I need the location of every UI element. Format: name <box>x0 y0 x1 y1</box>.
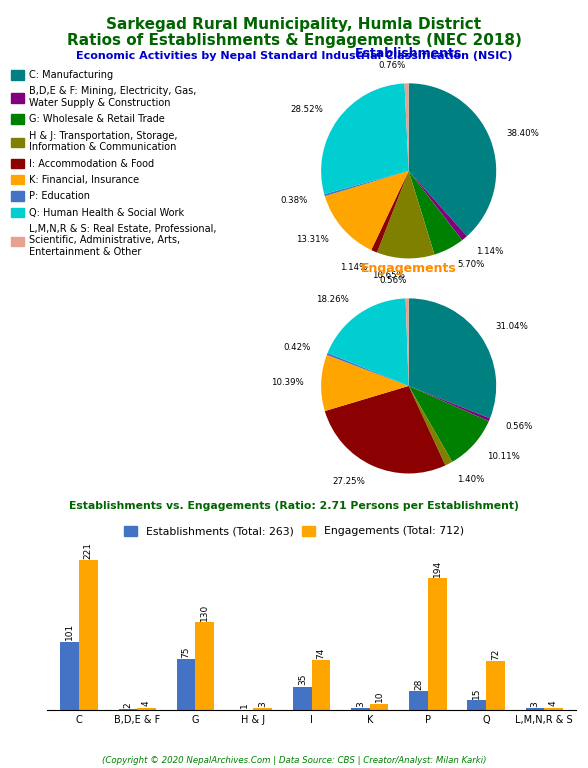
Wedge shape <box>406 299 409 386</box>
Wedge shape <box>409 386 489 462</box>
Text: 1.40%: 1.40% <box>457 475 485 484</box>
Bar <box>486 661 505 710</box>
Title: Establishments: Establishments <box>355 48 462 60</box>
Text: Economic Activities by Nepal Standard Industrial Classification (NSIC): Economic Activities by Nepal Standard In… <box>76 51 512 61</box>
Text: 13.31%: 13.31% <box>296 235 329 244</box>
Wedge shape <box>325 171 409 250</box>
Wedge shape <box>409 386 490 421</box>
Bar <box>137 707 156 710</box>
Text: 0.56%: 0.56% <box>379 276 407 286</box>
Wedge shape <box>409 299 496 419</box>
Text: 10.39%: 10.39% <box>271 378 303 387</box>
Bar <box>526 708 544 710</box>
Text: 1.14%: 1.14% <box>340 263 367 272</box>
Wedge shape <box>327 353 409 386</box>
Wedge shape <box>409 84 496 237</box>
Text: 2: 2 <box>123 702 132 707</box>
Text: 0.38%: 0.38% <box>280 196 308 204</box>
Wedge shape <box>377 171 435 258</box>
Bar <box>370 703 389 710</box>
Text: 0.56%: 0.56% <box>506 422 533 431</box>
Text: 0.76%: 0.76% <box>379 61 406 71</box>
Text: 0.42%: 0.42% <box>283 343 311 352</box>
Text: 194: 194 <box>433 560 442 577</box>
Text: 15: 15 <box>472 687 482 699</box>
Bar <box>428 578 446 710</box>
Wedge shape <box>325 386 445 474</box>
Text: 221: 221 <box>84 541 93 558</box>
Legend: C: Manufacturing, B,D,E & F: Mining, Electricity, Gas,
Water Supply & Constructi: C: Manufacturing, B,D,E & F: Mining, Ele… <box>11 70 217 257</box>
Text: 1: 1 <box>240 703 249 708</box>
Wedge shape <box>324 171 409 196</box>
Wedge shape <box>371 171 409 253</box>
Text: 10.11%: 10.11% <box>487 452 520 461</box>
Text: 1.14%: 1.14% <box>476 247 503 257</box>
Text: 18.26%: 18.26% <box>316 295 349 304</box>
Text: 4: 4 <box>142 700 151 707</box>
Text: Sarkegad Rural Municipality, Humla District: Sarkegad Rural Municipality, Humla Distr… <box>106 17 482 32</box>
Wedge shape <box>405 84 409 171</box>
Bar <box>177 659 195 710</box>
Text: 3: 3 <box>258 701 268 707</box>
Bar <box>79 560 98 710</box>
Text: 28.52%: 28.52% <box>290 104 323 114</box>
Text: 101: 101 <box>65 623 74 641</box>
Text: 3: 3 <box>530 701 539 707</box>
Bar <box>253 708 272 710</box>
Bar <box>544 707 563 710</box>
Text: (Copyright © 2020 NepalArchives.Com | Data Source: CBS | Creator/Analyst: Milan : (Copyright © 2020 NepalArchives.Com | Da… <box>102 756 486 765</box>
Wedge shape <box>321 84 409 194</box>
Text: 27.25%: 27.25% <box>333 477 366 486</box>
Text: 72: 72 <box>491 649 500 660</box>
Bar <box>409 691 428 710</box>
Bar <box>195 622 214 710</box>
Text: 10.65%: 10.65% <box>372 271 405 280</box>
Text: 10: 10 <box>375 690 383 702</box>
Text: Establishments vs. Engagements (Ratio: 2.71 Persons per Establishment): Establishments vs. Engagements (Ratio: 2… <box>69 501 519 511</box>
Wedge shape <box>328 299 409 386</box>
Bar <box>467 700 486 710</box>
Legend: Establishments (Total: 263), Engagements (Total: 712): Establishments (Total: 263), Engagements… <box>120 521 468 541</box>
Wedge shape <box>409 386 452 465</box>
Text: 74: 74 <box>316 647 325 659</box>
Text: 28: 28 <box>414 679 423 690</box>
Text: 35: 35 <box>298 674 307 685</box>
Text: 75: 75 <box>182 647 191 658</box>
Text: 130: 130 <box>200 603 209 621</box>
Bar <box>312 660 330 710</box>
Bar <box>61 641 79 710</box>
Bar <box>351 708 370 710</box>
Wedge shape <box>409 171 462 254</box>
Bar <box>119 709 137 710</box>
Text: 5.70%: 5.70% <box>457 260 485 269</box>
Wedge shape <box>321 355 409 411</box>
Bar <box>293 687 312 710</box>
Text: 31.04%: 31.04% <box>496 323 529 332</box>
Text: 38.40%: 38.40% <box>507 129 540 138</box>
Text: 3: 3 <box>356 701 365 707</box>
Title: Engagements: Engagements <box>361 263 456 275</box>
Wedge shape <box>409 171 467 240</box>
Text: Ratios of Establishments & Engagements (NEC 2018): Ratios of Establishments & Engagements (… <box>66 33 522 48</box>
Text: 4: 4 <box>549 700 558 707</box>
